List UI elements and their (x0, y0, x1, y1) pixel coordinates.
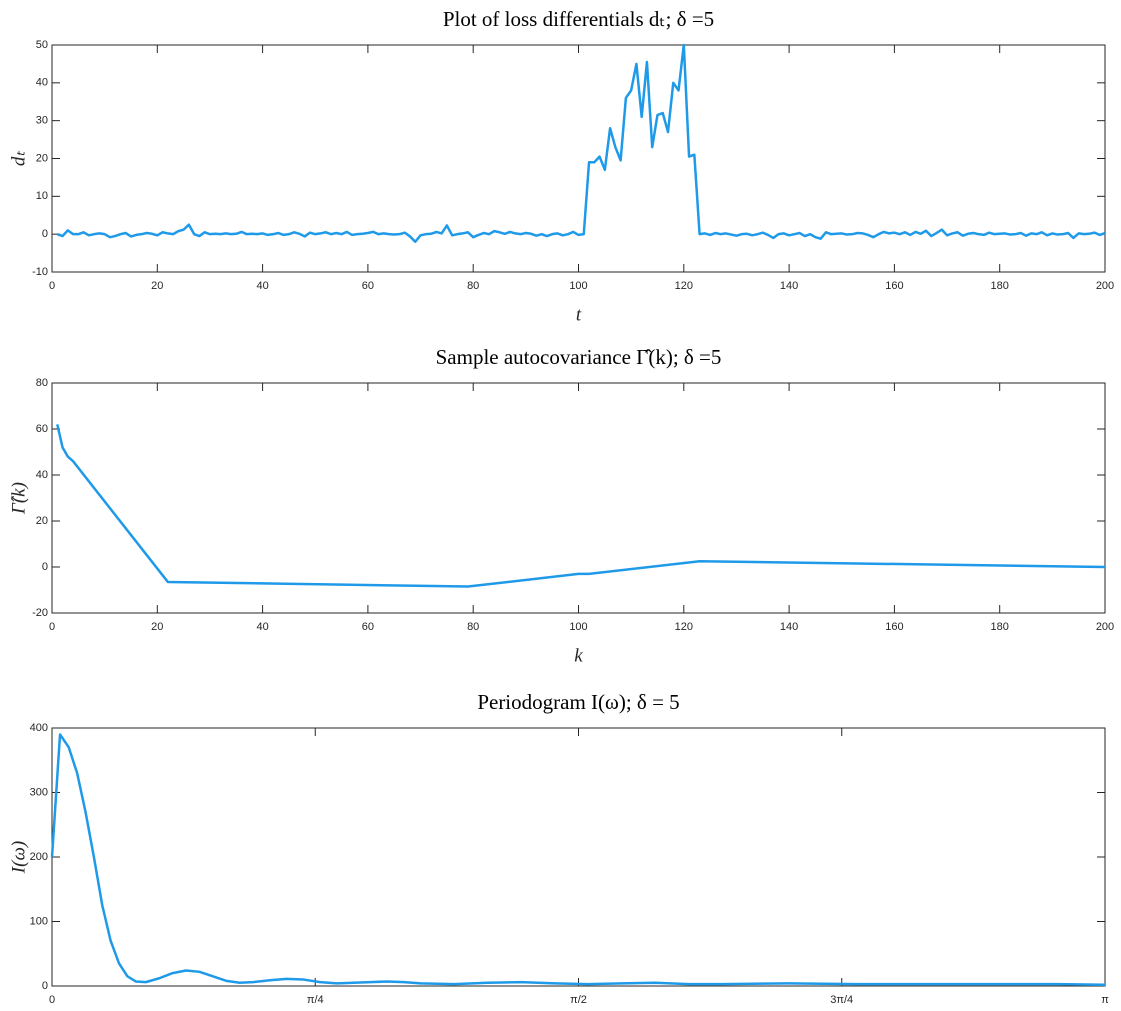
y-tick-label: 100 (30, 915, 48, 927)
y-axis-label: Γ̂(k) (8, 482, 29, 515)
y-tick-label: 0 (42, 561, 48, 573)
y-tick-label: 0 (42, 228, 48, 240)
x-tick-label: 3π/4 (830, 994, 853, 1006)
x-tick-label: 100 (569, 621, 587, 633)
axes-box (51, 382, 1106, 614)
axes-box (51, 44, 1106, 273)
axes-box (51, 727, 1106, 987)
y-tick-label: -20 (32, 607, 48, 619)
x-tick-label: 160 (885, 280, 903, 292)
x-tick-label: 120 (675, 280, 693, 292)
data-line (50, 733, 1106, 986)
y-axis-label: dₜ (8, 151, 29, 167)
data-line (56, 424, 1106, 588)
chart-title: Sample autocovariance Γ̂(k); δ =5 (436, 345, 722, 369)
y-tick-label: 40 (36, 469, 48, 481)
data-line (56, 43, 1106, 243)
x-tick-label: π (1101, 994, 1109, 1006)
y-tick-label: 300 (30, 786, 48, 798)
chart-title: Plot of loss differentials dₜ; δ =5 (443, 7, 714, 31)
x-tick-label: 160 (885, 621, 903, 633)
y-tick-label: 0 (42, 980, 48, 992)
x-tick-label: 20 (151, 280, 163, 292)
y-tick-label: 10 (36, 190, 48, 202)
x-tick-label: 180 (991, 621, 1009, 633)
x-tick-label: 180 (991, 280, 1009, 292)
chart-title: Periodogram I(ω); δ = 5 (477, 690, 679, 714)
x-tick-label: 120 (675, 621, 693, 633)
y-tick-label: 60 (36, 423, 48, 435)
x-axis-label: t (576, 304, 582, 325)
y-axis-label: I(ω) (8, 841, 29, 874)
x-tick-label: 200 (1096, 280, 1114, 292)
x-tick-label: 80 (467, 280, 479, 292)
x-tick-label: 40 (256, 621, 268, 633)
y-tick-label: 20 (36, 152, 48, 164)
x-axis-label: k (574, 645, 583, 666)
y-tick-label: 80 (36, 377, 48, 389)
x-tick-label: 20 (151, 621, 163, 633)
x-tick-label: 100 (569, 280, 587, 292)
x-tick-label: π/2 (570, 994, 587, 1006)
x-tick-label: 140 (780, 280, 798, 292)
x-tick-label: 0 (49, 621, 55, 633)
y-tick-label: -10 (32, 266, 48, 278)
x-tick-label: 80 (467, 621, 479, 633)
x-tick-label: 60 (362, 621, 374, 633)
y-tick-label: 400 (30, 722, 48, 734)
y-tick-label: 20 (36, 515, 48, 527)
y-tick-label: 200 (30, 851, 48, 863)
x-tick-label: 40 (256, 280, 268, 292)
x-tick-label: 200 (1096, 621, 1114, 633)
x-tick-label: 60 (362, 280, 374, 292)
y-tick-label: 40 (36, 77, 48, 89)
x-tick-label: π/4 (307, 994, 324, 1006)
x-tick-label: 0 (49, 280, 55, 292)
x-tick-label: 0 (49, 994, 55, 1006)
y-tick-label: 30 (36, 115, 48, 127)
x-tick-label: 140 (780, 621, 798, 633)
y-tick-label: 50 (36, 39, 48, 51)
